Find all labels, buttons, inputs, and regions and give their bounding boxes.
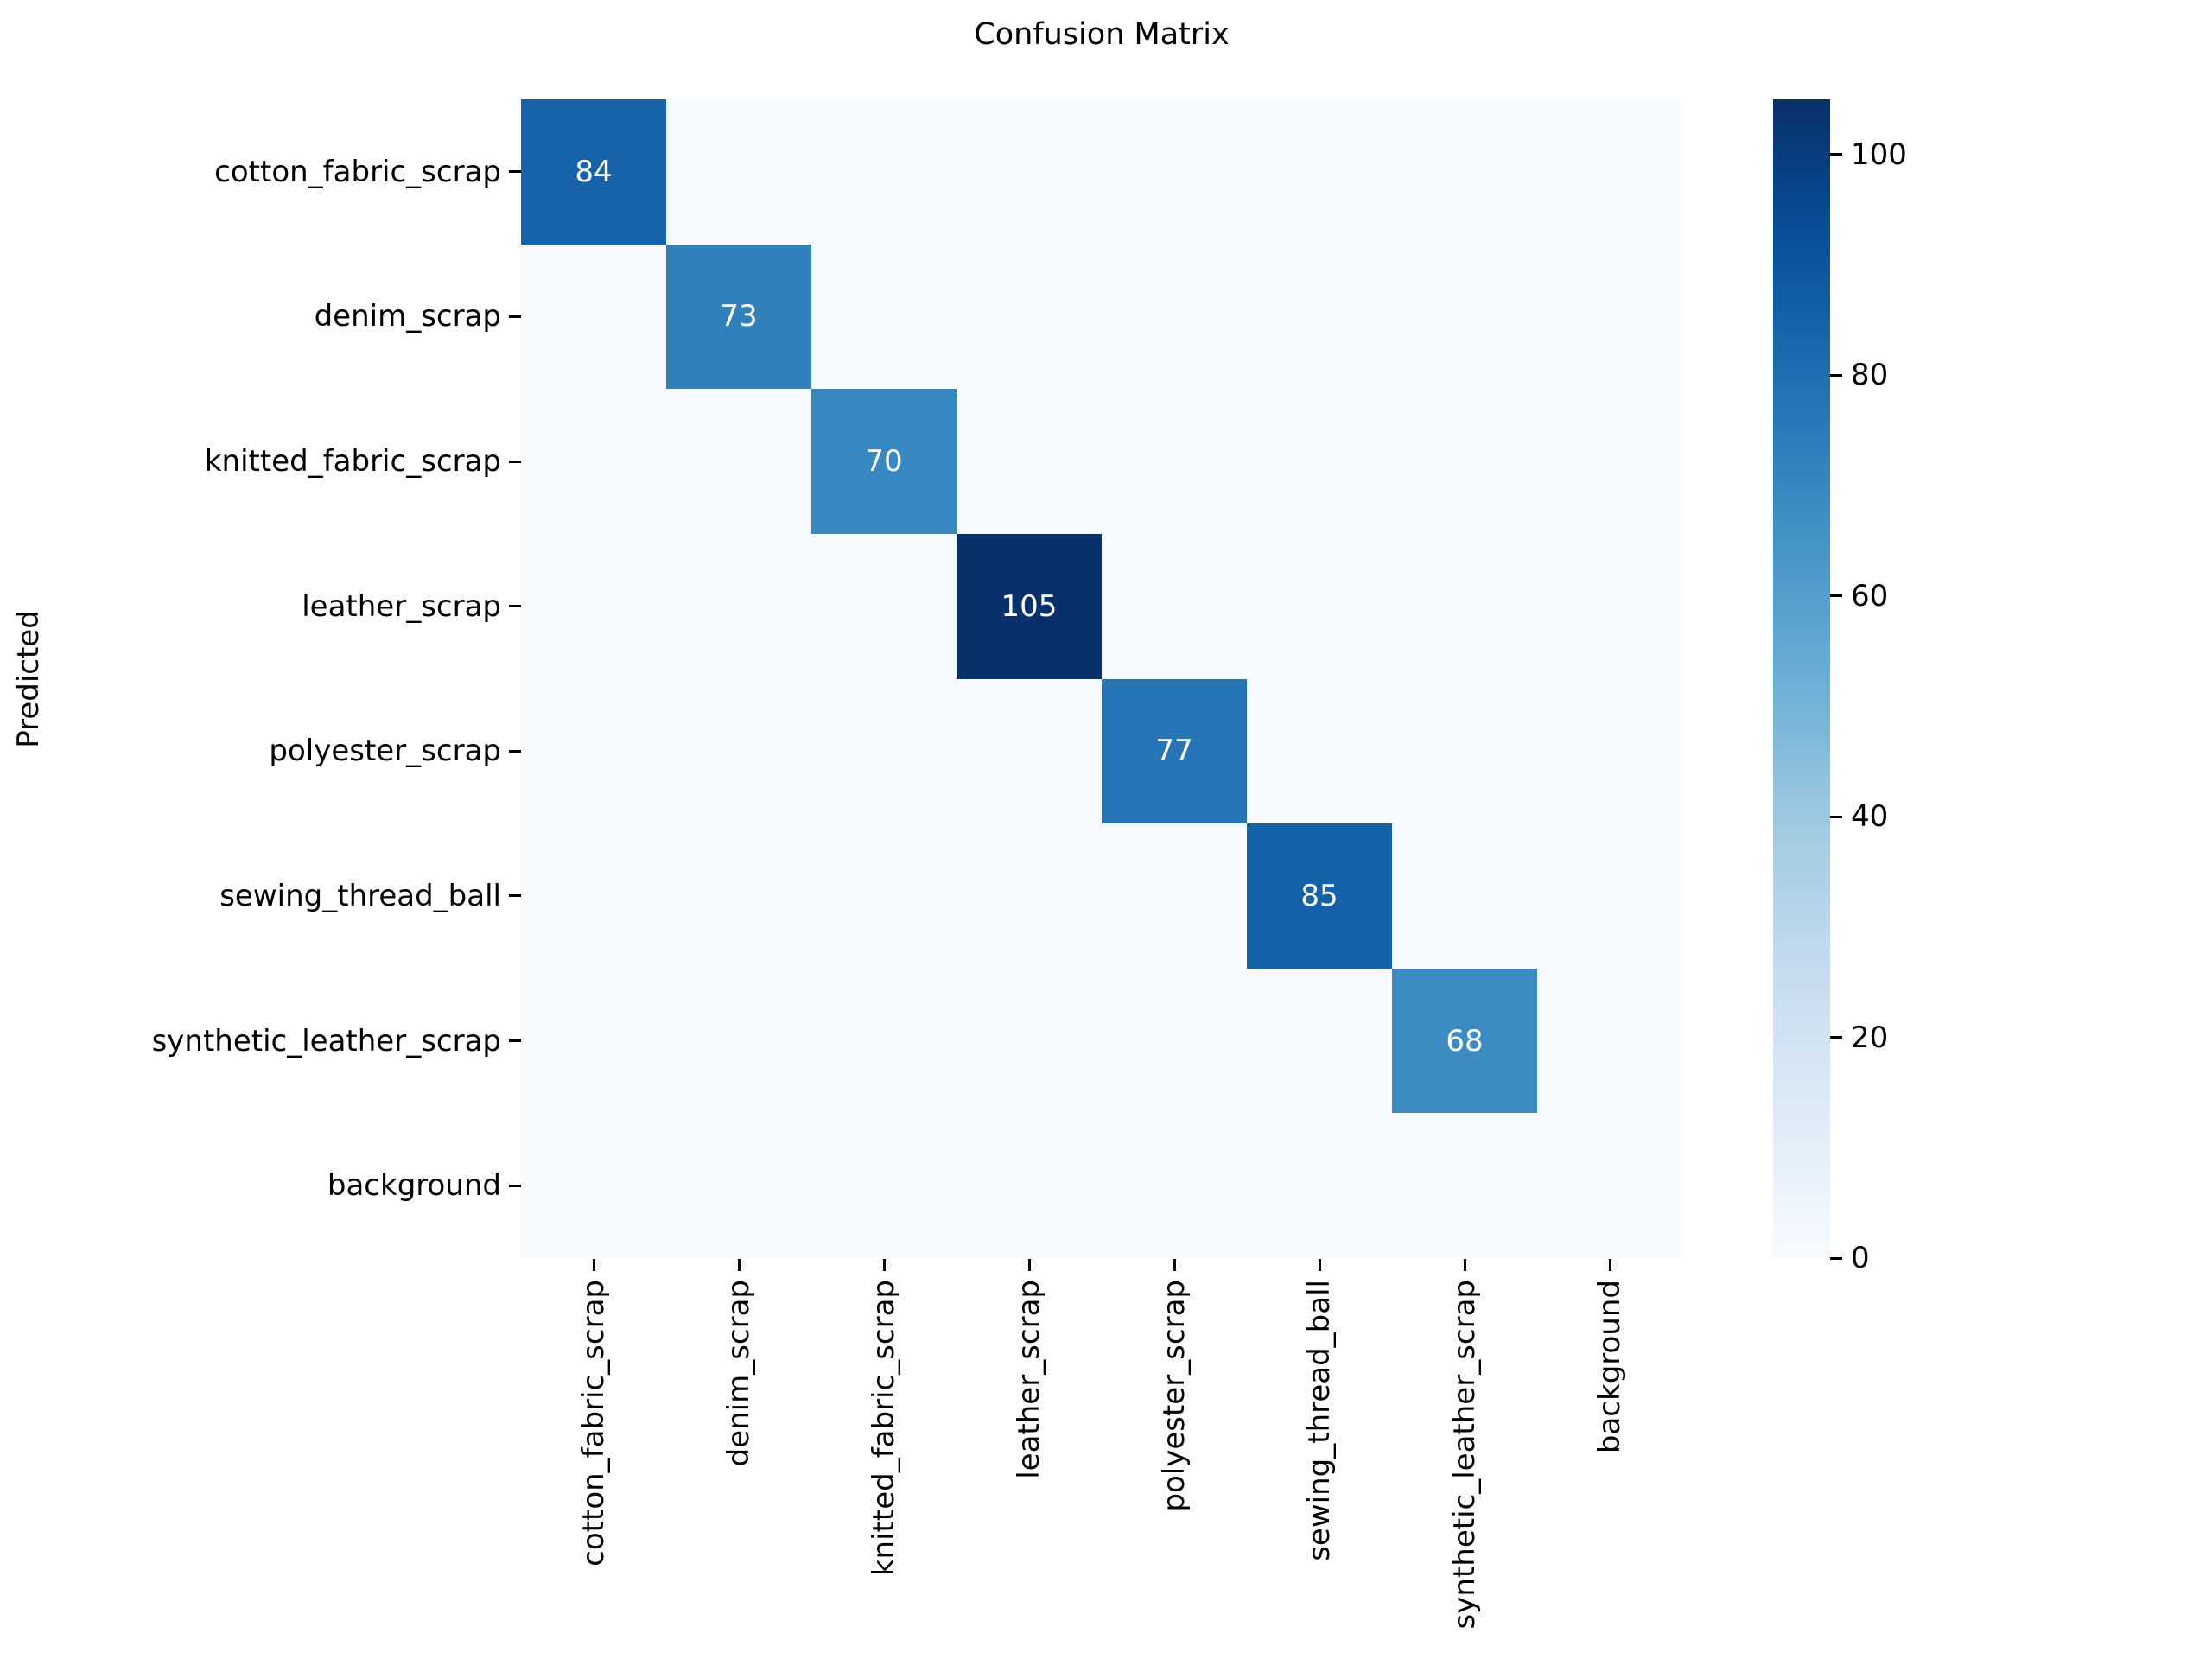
colorbar-tick-label: 60 (1851, 578, 1889, 613)
y-tick-label: denim_scrap (314, 299, 501, 334)
colorbar-tick-label: 100 (1851, 137, 1907, 172)
x-tick-mark (592, 1259, 595, 1271)
cell-value: 84 (575, 154, 613, 189)
y-tick-mark (509, 1039, 521, 1043)
heatmap-cell: 77 (1102, 678, 1247, 824)
y-tick-label: leather_scrap (302, 588, 501, 624)
colorbar (1773, 99, 1830, 1258)
y-tick-mark (509, 460, 521, 463)
y-tick-label: cotton_fabric_scrap (214, 154, 501, 189)
heatmap-cell: 70 (811, 389, 957, 534)
y-tick-mark (509, 894, 521, 898)
colorbar-tick-label: 40 (1851, 799, 1889, 835)
y-tick-label: background (327, 1168, 501, 1204)
x-tick-label: sewing_thread_ball (1302, 1280, 1337, 1561)
x-tick-mark (1173, 1259, 1176, 1271)
x-tick-mark (737, 1259, 741, 1271)
colorbar-tick-mark (1830, 1256, 1842, 1260)
y-axis-label: Predicted (11, 610, 46, 748)
cell-value: 70 (865, 444, 903, 480)
cell-value: 105 (1001, 588, 1058, 624)
x-tick-mark (1027, 1259, 1031, 1271)
colorbar-tick-mark (1830, 153, 1842, 156)
colorbar-tick-label: 0 (1851, 1241, 1870, 1275)
y-tick-label: sewing_thread_ball (219, 878, 501, 913)
x-tick-mark (1318, 1259, 1321, 1271)
heatmap-cell: 105 (957, 533, 1102, 679)
colorbar-tick-mark (1830, 1036, 1842, 1039)
y-tick-label: synthetic_leather_scrap (151, 1023, 501, 1058)
cell-value: 77 (1155, 734, 1193, 769)
x-tick-label: background (1592, 1280, 1627, 1454)
cell-value: 85 (1300, 878, 1338, 913)
y-tick-label: knitted_fabric_scrap (204, 444, 501, 480)
x-tick-mark (1608, 1259, 1611, 1271)
x-tick-mark (882, 1259, 886, 1271)
heatmap-cell: 85 (1247, 823, 1392, 969)
y-tick-label: polyester_scrap (269, 734, 501, 769)
chart-title: Confusion Matrix (974, 17, 1230, 52)
y-tick-mark (509, 315, 521, 318)
heatmap-cell: 73 (666, 244, 811, 390)
colorbar-tick-mark (1830, 373, 1842, 377)
colorbar-tick-label: 20 (1851, 1020, 1889, 1055)
y-tick-mark (509, 170, 521, 174)
heatmap-cell: 68 (1392, 968, 1537, 1114)
heatmap-cell: 84 (521, 99, 666, 245)
y-tick-mark (509, 1184, 521, 1187)
y-tick-mark (509, 605, 521, 608)
x-tick-label: synthetic_leather_scrap (1447, 1280, 1482, 1630)
x-tick-label: leather_scrap (1012, 1280, 1046, 1479)
colorbar-tick-mark (1830, 594, 1842, 598)
x-tick-label: polyester_scrap (1157, 1280, 1192, 1512)
cell-value: 68 (1446, 1023, 1484, 1058)
y-tick-mark (509, 749, 521, 753)
x-tick-mark (1463, 1259, 1466, 1271)
colorbar-tick-label: 80 (1851, 358, 1889, 393)
heatmap-grid: 84 73 70 105 77 85 68 (521, 99, 1682, 1258)
cell-value: 73 (720, 299, 758, 334)
x-tick-label: knitted_fabric_scrap (867, 1280, 901, 1577)
colorbar-tick-mark (1830, 815, 1842, 818)
x-tick-label: denim_scrap (721, 1280, 756, 1467)
x-tick-label: cotton_fabric_scrap (576, 1280, 611, 1567)
